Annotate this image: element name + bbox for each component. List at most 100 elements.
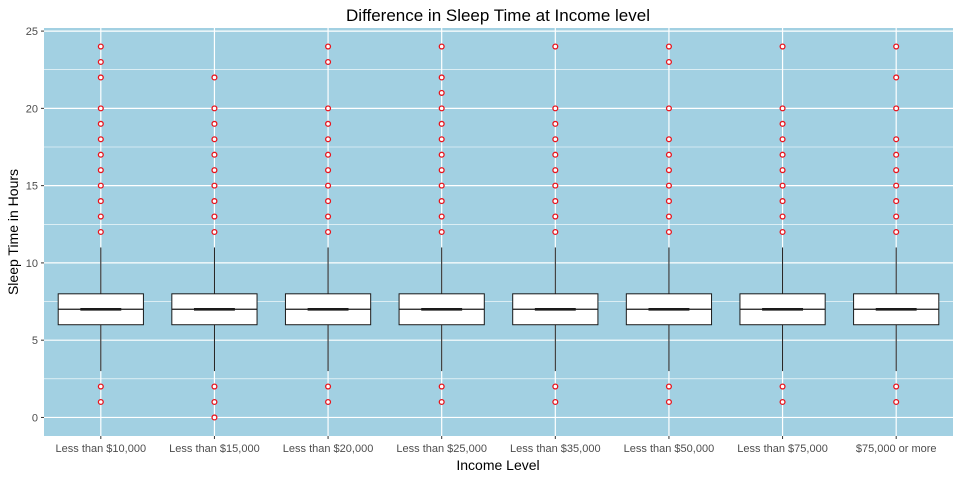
outlier-point bbox=[211, 228, 218, 236]
outlier-point bbox=[893, 167, 900, 174]
x-tick-label: Less than $25,000 bbox=[396, 443, 487, 455]
boxes-layer bbox=[57, 247, 940, 372]
x-axis: Less than $10,000 Less than $15,000 Less t… bbox=[56, 436, 937, 455]
outlier-point bbox=[325, 228, 332, 236]
outlier-point bbox=[552, 198, 559, 205]
outlier-point bbox=[552, 182, 559, 189]
x-tick-label: Less than $15,000 bbox=[169, 443, 260, 455]
outlier-point bbox=[438, 213, 445, 220]
y-tick-label: 5 bbox=[32, 335, 38, 347]
outlier-point bbox=[893, 228, 900, 236]
outlier-point bbox=[438, 105, 445, 112]
x-tick-label: Less than $75,000 bbox=[737, 443, 828, 455]
outlier-point bbox=[779, 182, 786, 189]
outlier-point bbox=[97, 383, 104, 390]
outlier-point bbox=[97, 167, 104, 174]
outlier-point bbox=[97, 58, 104, 66]
outlier-point bbox=[779, 167, 786, 174]
outlier-point bbox=[97, 213, 104, 220]
box-2 bbox=[171, 247, 258, 372]
outlier-point bbox=[665, 43, 672, 50]
outlier-point bbox=[325, 151, 332, 158]
outlier-point bbox=[438, 74, 445, 81]
outlier-point bbox=[325, 383, 332, 390]
x-tick-label: Less than $10,000 bbox=[56, 443, 147, 455]
box-3 bbox=[284, 247, 372, 372]
outlier-point bbox=[438, 228, 445, 236]
outlier-point bbox=[552, 383, 559, 390]
box-4 bbox=[398, 247, 485, 372]
outlier-point bbox=[552, 213, 559, 220]
plot-panel bbox=[44, 28, 953, 436]
outlier-point bbox=[665, 105, 672, 112]
outlier-point bbox=[325, 398, 332, 406]
outlier-point bbox=[211, 414, 218, 421]
outlier-point bbox=[325, 182, 332, 189]
outlier-point bbox=[97, 398, 104, 406]
outlier-point bbox=[97, 228, 104, 236]
x-tick-label: Less than $35,000 bbox=[510, 443, 601, 455]
box-7 bbox=[739, 247, 826, 372]
outlier-point bbox=[552, 167, 559, 174]
chart-title: Difference in Sleep Time at Income level bbox=[346, 6, 650, 25]
box-1 bbox=[57, 247, 144, 372]
outlier-point bbox=[438, 151, 445, 158]
outlier-point bbox=[325, 213, 332, 220]
outlier-point bbox=[438, 89, 445, 96]
outlier-point bbox=[211, 105, 218, 112]
outlier-point bbox=[665, 398, 672, 406]
outlier-point bbox=[893, 151, 900, 158]
outlier-point bbox=[97, 151, 104, 158]
outlier-point bbox=[438, 167, 445, 174]
outlier-point bbox=[893, 182, 900, 189]
outlier-point bbox=[97, 198, 104, 205]
outlier-point bbox=[325, 105, 332, 112]
outlier-point bbox=[665, 198, 672, 205]
outlier-point bbox=[211, 151, 218, 158]
outlier-point bbox=[779, 383, 786, 390]
outlier-point bbox=[552, 120, 559, 127]
outlier-point bbox=[779, 43, 786, 50]
outlier-point bbox=[211, 398, 218, 406]
outlier-point bbox=[779, 151, 786, 158]
y-tick-label: 25 bbox=[26, 26, 38, 38]
outlier-point bbox=[211, 213, 218, 220]
outlier-point bbox=[438, 383, 445, 390]
x-axis-title: Income Level bbox=[456, 457, 539, 473]
outlier-point bbox=[552, 398, 559, 406]
outlier-point bbox=[438, 136, 445, 143]
outlier-point bbox=[893, 398, 900, 406]
outlier-point bbox=[211, 383, 218, 390]
outlier-point bbox=[211, 136, 218, 143]
outlier-point bbox=[438, 398, 445, 406]
y-tick-label: 15 bbox=[26, 181, 38, 193]
outlier-point bbox=[665, 136, 672, 143]
outlier-point bbox=[325, 43, 332, 50]
outlier-point bbox=[665, 182, 672, 189]
outlier-point bbox=[325, 136, 332, 143]
x-tick-label: Less than $50,000 bbox=[624, 443, 715, 455]
outlier-point bbox=[779, 228, 786, 236]
outlier-point bbox=[552, 43, 559, 50]
outlier-point bbox=[97, 120, 104, 127]
outlier-point bbox=[665, 151, 672, 158]
box-6 bbox=[625, 247, 713, 372]
x-tick-label: Less than $20,000 bbox=[283, 443, 374, 455]
outlier-point bbox=[779, 105, 786, 112]
outlier-point bbox=[438, 43, 445, 50]
y-axis: 0 5 10 15 20 25 bbox=[26, 26, 44, 424]
outlier-point bbox=[97, 74, 104, 81]
outlier-point bbox=[893, 383, 900, 390]
outlier-point bbox=[97, 182, 104, 189]
outlier-point bbox=[665, 213, 672, 220]
y-tick-label: 20 bbox=[26, 103, 38, 115]
outlier-point bbox=[97, 105, 104, 112]
outlier-point bbox=[97, 136, 104, 143]
y-axis-title: Sleep Time in Hours bbox=[5, 169, 21, 295]
outlier-point bbox=[779, 213, 786, 220]
outlier-point bbox=[438, 182, 445, 189]
outlier-point bbox=[665, 228, 672, 236]
outlier-point bbox=[893, 136, 900, 143]
